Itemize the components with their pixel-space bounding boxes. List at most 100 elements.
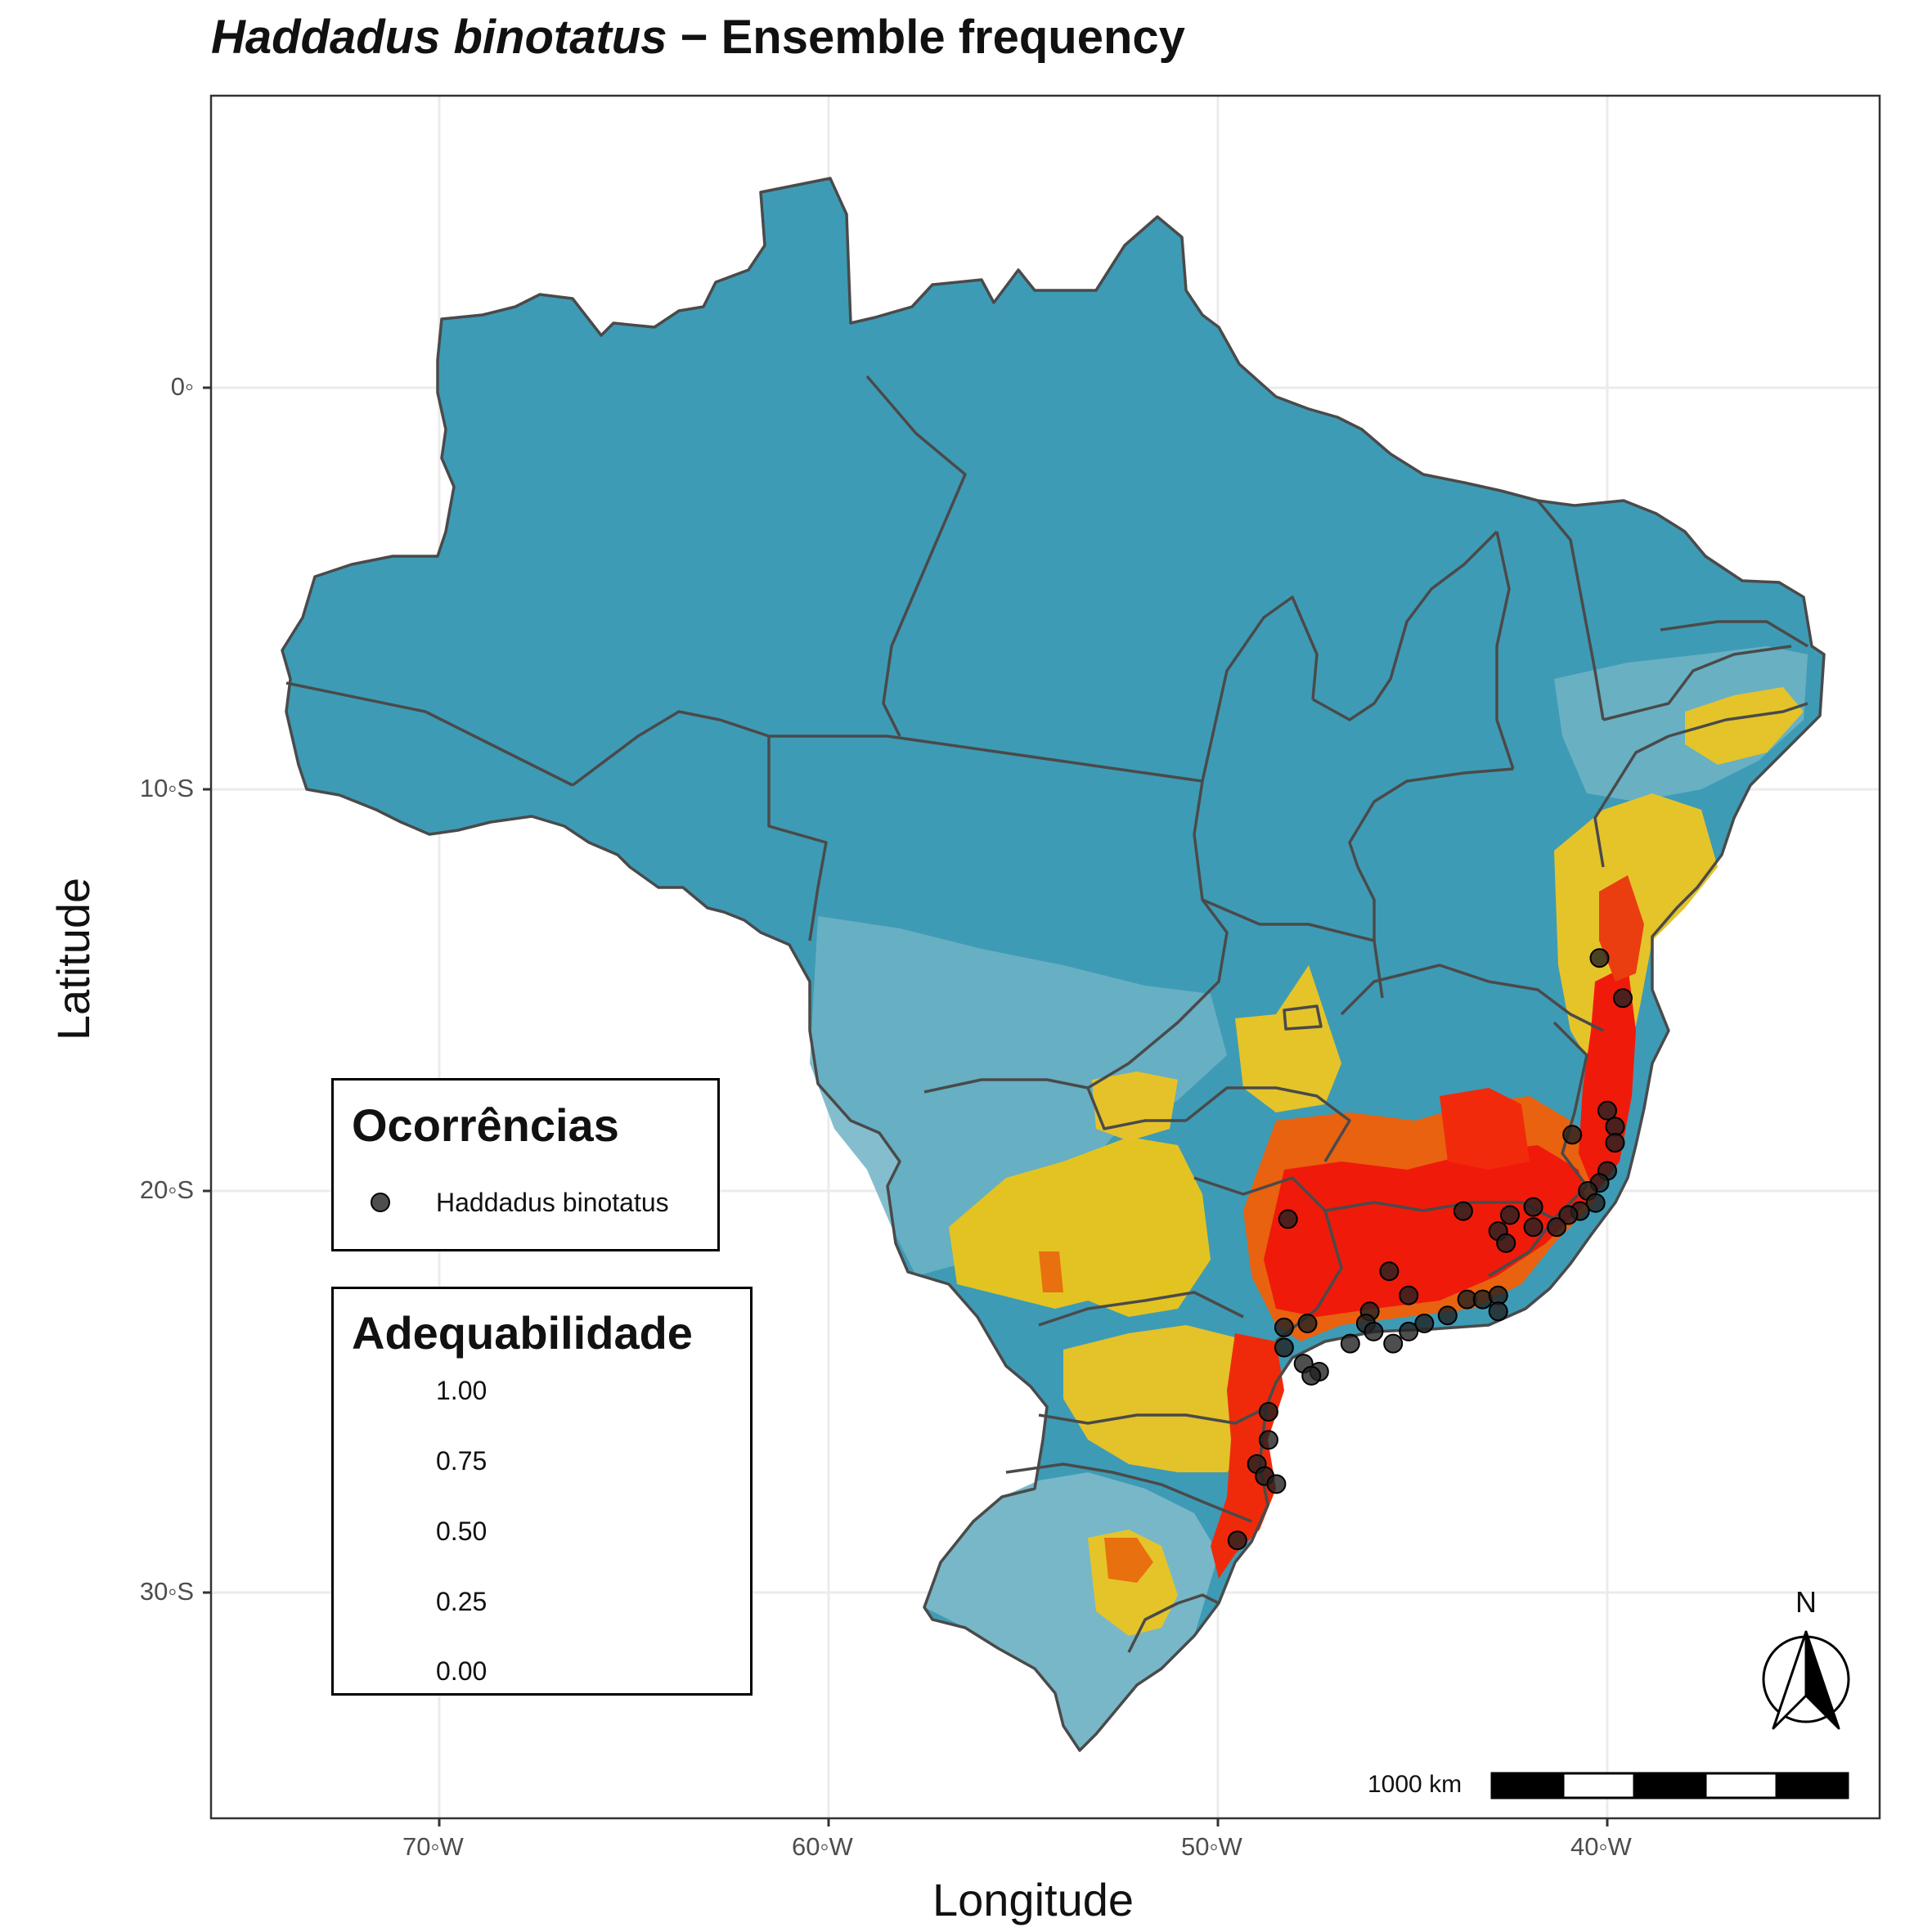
border-pi-ce [1536, 499, 1605, 721]
north-label: N [1795, 1585, 1817, 1619]
zone-orange-rs [1104, 1538, 1153, 1583]
zone-red-coast-south [1211, 1333, 1284, 1579]
scale-bar-label: 1000 km [1368, 1771, 1462, 1798]
occurrence-point-5 [1562, 1125, 1583, 1145]
border-ro-mt [767, 736, 828, 941]
border-ba-north [1348, 767, 1514, 941]
occurrence-point-26 [1437, 1305, 1458, 1326]
occurrence-point-15 [1523, 1217, 1543, 1238]
occurrence-point-39 [1301, 1365, 1322, 1386]
border-ma-pi [1495, 531, 1515, 770]
legend-suitability [331, 1287, 753, 1696]
border-mt-go [1087, 780, 1229, 1090]
occurrence-point-45 [1227, 1530, 1247, 1551]
occurrence-point-36 [1274, 1337, 1294, 1358]
zone-red-mg [1440, 1088, 1530, 1170]
border-sc-rs [1005, 1462, 1252, 1523]
chart-title: Haddadus binotatus − Ensemble frequency [211, 10, 1185, 65]
y-tick-30s: 30◦S [139, 1577, 194, 1606]
cbar-label-050: 0.50 [436, 1516, 487, 1546]
cbar-label-025: 0.25 [436, 1587, 487, 1616]
cbar-label-100: 1.00 [436, 1376, 487, 1405]
scale-bar [1490, 1772, 1849, 1799]
zone-yellow-north [1092, 1072, 1178, 1141]
occurrence-point-12 [1547, 1217, 1567, 1238]
cbar-label-075: 0.75 [436, 1446, 487, 1476]
occurrence-point-29 [1383, 1333, 1404, 1354]
zone-yellow-goias [1235, 965, 1341, 1112]
scale-seg-2 [1561, 1772, 1636, 1799]
y-tick-20s: 20◦S [139, 1175, 194, 1204]
occurrence-point-9 [1585, 1193, 1606, 1213]
border-pr-sc [1038, 1405, 1269, 1425]
occurrence-point-33 [1340, 1333, 1360, 1354]
legend-occurrences [331, 1078, 720, 1251]
scale-seg-4 [1704, 1772, 1778, 1799]
plot-panel-border [209, 94, 1881, 1820]
occurrence-point-2 [1597, 1100, 1617, 1121]
occurrence-point-41 [1258, 1430, 1278, 1450]
zone-yellow-parana [1063, 1325, 1260, 1472]
occurrence-point-4 [1605, 1133, 1625, 1153]
scale-seg-1 [1490, 1772, 1565, 1799]
border-am-ro-mt [571, 710, 1203, 787]
occurrence-point-13 [1523, 1197, 1543, 1217]
border-ne-states [1602, 620, 1808, 738]
cbar-label-000: 0.00 [436, 1656, 487, 1686]
x-tick-50w: 50◦W [1181, 1832, 1242, 1861]
occurrence-point-32 [1364, 1321, 1384, 1341]
zone-orange-ms [1039, 1251, 1063, 1292]
border-pa-to [1201, 595, 1319, 782]
zone-red-sp [1264, 1145, 1587, 1317]
axis-ticks [203, 386, 1609, 1826]
y-axis-title: Latitude [47, 877, 100, 1041]
suitability-layer [810, 646, 1808, 1750]
x-tick-70w: 70◦W [402, 1832, 464, 1861]
scale-seg-3 [1633, 1772, 1707, 1799]
zone-red-bahia [1599, 875, 1644, 982]
zone-yellow-ne [1685, 687, 1804, 765]
border-ba-se [1593, 735, 1669, 868]
occurrence-point-20 [1379, 1261, 1400, 1282]
zone-yellow-west [949, 1137, 1211, 1317]
occurrence-point-25 [1488, 1301, 1508, 1322]
legend-suitability-title: Adequabilidade [352, 1307, 693, 1359]
title-separator: − [667, 11, 721, 64]
x-tick-60w: 60◦W [792, 1832, 853, 1861]
y-tick-0: 0◦ [170, 372, 194, 401]
occurrence-point-1 [1613, 988, 1633, 1009]
occurrence-point-44 [1266, 1474, 1287, 1494]
x-tick-40w: 40◦W [1570, 1832, 1632, 1861]
border-am-pa [865, 375, 967, 737]
border-mt-ms [923, 1078, 1186, 1130]
border-mg-es-rj [1488, 1021, 1588, 1278]
occurrence-point-11 [1558, 1205, 1579, 1225]
title-species: Haddadus binotatus [211, 11, 667, 64]
border-go-mg [1340, 964, 1604, 1032]
occurrence-point-17 [1496, 1233, 1516, 1253]
occurrence-point-21 [1399, 1285, 1419, 1305]
occurrence-point-27 [1414, 1314, 1435, 1333]
zone-lightblue-northeast [1554, 646, 1808, 802]
north-arrow-icon [1762, 1630, 1850, 1730]
border-df [1283, 1004, 1323, 1031]
border-to-go [1202, 898, 1384, 999]
occurrence-points [1227, 948, 1633, 1551]
border-ac-am [285, 681, 573, 787]
occurrence-point-18 [1453, 1201, 1473, 1221]
occurrence-point-14 [1500, 1205, 1520, 1225]
border-rs-coast [1127, 1593, 1220, 1653]
y-tick-10s: 10◦S [139, 774, 194, 802]
legend-occurrences-title: Ocorrências [352, 1099, 619, 1151]
border-ms-pr [1038, 1291, 1244, 1327]
occurrence-point-28 [1399, 1321, 1419, 1341]
x-axis-title: Longitude [932, 1874, 1134, 1925]
border-go-ms-mg [1184, 1086, 1351, 1162]
occurrence-point-34 [1297, 1314, 1318, 1333]
zone-lightblue-center [810, 916, 1227, 1276]
legend-point-icon [371, 1193, 390, 1212]
border-country-outline [281, 177, 1826, 1752]
legend-occurrence-item: Haddadus binotatus [436, 1188, 669, 1217]
title-subtitle: Ensemble frequency [721, 11, 1185, 64]
